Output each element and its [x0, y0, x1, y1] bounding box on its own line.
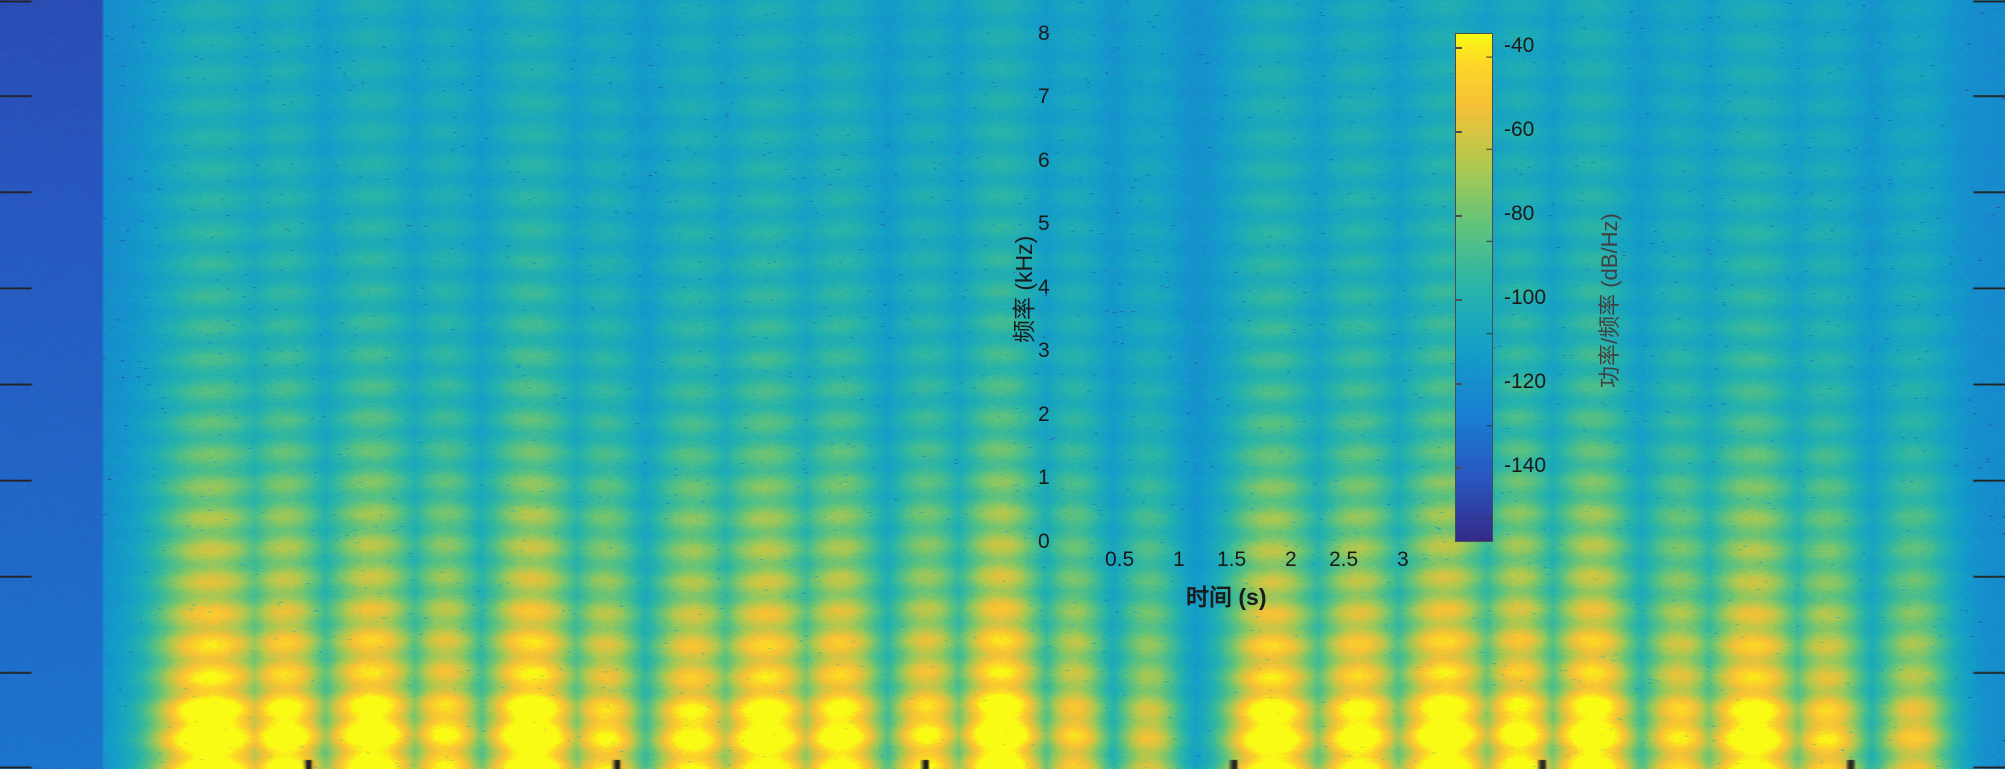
colorbar-tick-3	[1455, 299, 1462, 301]
colorbar-title: 功率/频率 (dB/Hz)	[1597, 213, 1622, 388]
colorbar-tick-0	[1455, 47, 1462, 49]
spec-ytick-1: 1	[1038, 466, 1050, 489]
spec-xtick-4: 2.5	[1329, 548, 1359, 571]
spec-xtick-2: 1.5	[1217, 548, 1247, 571]
colorbar-tick-1	[1455, 131, 1462, 133]
spec-ytick-2: 2	[1038, 403, 1050, 426]
spec-xtick-3: 2	[1285, 548, 1297, 571]
colorbar-tick-2	[1455, 215, 1462, 217]
spec-ytick-0: 0	[1038, 530, 1050, 553]
spectrogram-ylabel: 频率 (kHz)	[1011, 235, 1037, 343]
spec-ytick-8: 8	[1038, 22, 1050, 45]
colorbar-label-4: -120	[1504, 370, 1547, 393]
colorbar-label-1: -60	[1504, 118, 1535, 141]
spec-xtick-5: 3	[1397, 548, 1409, 571]
colorbar-gradient	[1456, 34, 1492, 541]
spec-xtick-1: 1	[1173, 548, 1185, 571]
colorbar-tick-4	[1455, 383, 1462, 385]
spectrogram-xlabel: 时间 (s)	[1186, 584, 1267, 610]
spec-ytick-5: 5	[1038, 212, 1050, 235]
spec-ytick-3: 3	[1038, 339, 1050, 362]
colorbar-label-0: -40	[1504, 34, 1535, 57]
spec-ytick-4: 4	[1038, 276, 1050, 299]
colorbar[interactable]	[1455, 33, 1493, 542]
colorbar-tick-5	[1455, 467, 1462, 469]
colorbar-label-2: -80	[1504, 202, 1535, 225]
colorbar-label-3: -100	[1504, 286, 1547, 309]
spec-ytick-7: 7	[1038, 85, 1050, 108]
spec-xtick-0: 0.5	[1105, 548, 1135, 571]
spec-ytick-6: 6	[1038, 149, 1050, 172]
colorbar-label-5: -140	[1504, 454, 1547, 477]
